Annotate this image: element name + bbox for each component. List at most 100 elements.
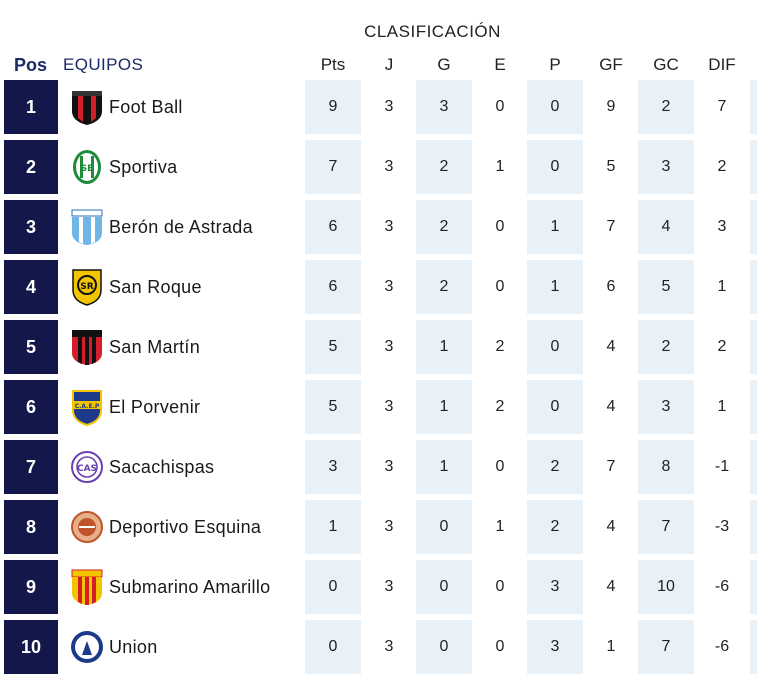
- pts-cell: 0: [305, 560, 361, 614]
- goals-for-cell: 1: [606, 638, 616, 655]
- team-name: Submarino Amarillo: [109, 576, 271, 597]
- lost-header: P: [549, 55, 561, 74]
- lost-cell: 0: [527, 380, 583, 434]
- won-cell: 3: [416, 80, 472, 134]
- pts-cell: 1: [305, 500, 361, 554]
- goals-for-header: GF: [599, 55, 623, 74]
- drawn-cell: 2: [495, 338, 505, 355]
- team-name: Berón de Astrada: [109, 216, 253, 237]
- team-cell: Union: [60, 620, 305, 674]
- goal-diff-cell: -6: [714, 638, 730, 655]
- won-cell: 1: [416, 380, 472, 434]
- goals-for-cell: 5: [606, 158, 616, 175]
- team-header: EQUIPOS: [63, 55, 144, 74]
- svg-text:C.A.E.P: C.A.E.P: [75, 403, 100, 410]
- pts-cell: 5: [305, 380, 361, 434]
- played-cell: 3: [384, 278, 394, 295]
- svg-text:SE: SE: [81, 164, 94, 174]
- position-cell: 4: [4, 260, 58, 314]
- won-header: G: [437, 55, 451, 74]
- goals-for-cell: 4: [606, 518, 616, 535]
- won-cell: 0: [416, 560, 472, 614]
- table-row: 7 CAS Sacachispas 3 3 1 0 2 7 8 -1: [0, 440, 757, 494]
- won-cell: 2: [416, 260, 472, 314]
- goal-diff-cell: 2: [717, 158, 727, 175]
- team-cell: Foot Ball: [60, 80, 305, 134]
- lost-cell: 1: [527, 200, 583, 254]
- union-crest-icon: [70, 628, 104, 666]
- goals-against-cell: 8: [638, 440, 694, 494]
- row-edge: [750, 140, 757, 194]
- table-row: 3 Berón de Astrada 6 3 2 0 1 7 4 3: [0, 200, 757, 254]
- row-edge: [750, 620, 757, 674]
- lost-cell: 2: [527, 500, 583, 554]
- drawn-header: E: [494, 55, 506, 74]
- team-name: San Martín: [109, 336, 201, 357]
- goals-against-header: GC: [653, 55, 679, 74]
- table-row: 4 SR San Roque 6 3 2 0 1 6 5 1: [0, 260, 757, 314]
- goals-for-cell: 9: [606, 98, 616, 115]
- goals-for-cell: 4: [606, 398, 616, 415]
- pts-cell: 6: [305, 200, 361, 254]
- position-cell: 7: [4, 440, 58, 494]
- won-cell: 2: [416, 140, 472, 194]
- goals-for-cell: 6: [606, 278, 616, 295]
- played-cell: 3: [384, 98, 394, 115]
- position-cell: 6: [4, 380, 58, 434]
- team-name: San Roque: [109, 276, 202, 297]
- lost-cell: 1: [527, 260, 583, 314]
- team-cell: C.A.E.P El Porvenir: [60, 380, 305, 434]
- team-name: Union: [109, 636, 158, 657]
- team-cell: Deportivo Esquina: [60, 500, 305, 554]
- deportivo-esquina-crest-icon: [70, 508, 104, 546]
- drawn-cell: 0: [495, 98, 505, 115]
- goal-diff-cell: 1: [717, 398, 727, 415]
- svg-text:SR: SR: [80, 282, 93, 292]
- played-cell: 3: [384, 158, 394, 175]
- sportiva-crest-icon: SE: [70, 148, 104, 186]
- svg-text:CAS: CAS: [77, 464, 97, 474]
- drawn-cell: 2: [495, 398, 505, 415]
- position-cell: 5: [4, 320, 58, 374]
- pts-header: Pts: [320, 55, 346, 74]
- played-cell: 3: [384, 458, 394, 475]
- played-cell: 3: [384, 518, 394, 535]
- team-cell: SE Sportiva: [60, 140, 305, 194]
- team-cell: CAS Sacachispas: [60, 440, 305, 494]
- table-row: 6 C.A.E.P El Porvenir 5 3 1 2 0 4 3 1: [0, 380, 757, 434]
- goals-for-cell: 4: [606, 338, 616, 355]
- played-cell: 3: [384, 638, 394, 655]
- goals-against-cell: 2: [638, 320, 694, 374]
- won-cell: 1: [416, 320, 472, 374]
- position-cell: 9: [4, 560, 58, 614]
- goal-diff-cell: 7: [717, 98, 727, 115]
- position-cell: 3: [4, 200, 58, 254]
- lost-cell: 2: [527, 440, 583, 494]
- goals-against-cell: 10: [638, 560, 694, 614]
- caption: CLASIFICACIÓN: [364, 22, 501, 41]
- lost-cell: 3: [527, 620, 583, 674]
- san-roque-crest-icon: SR: [70, 268, 104, 306]
- team-name: Deportivo Esquina: [109, 516, 262, 537]
- table-row: 5 San Martín 5 3 1 2 0 4 2 2: [0, 320, 757, 374]
- goals-against-cell: 7: [638, 620, 694, 674]
- goal-diff-cell: 2: [717, 338, 727, 355]
- pts-cell: 5: [305, 320, 361, 374]
- row-edge: [750, 380, 757, 434]
- pts-cell: 7: [305, 140, 361, 194]
- drawn-cell: 1: [495, 518, 505, 535]
- drawn-cell: 1: [495, 158, 505, 175]
- drawn-cell: 0: [495, 218, 505, 235]
- position-cell: 2: [4, 140, 58, 194]
- won-cell: 0: [416, 620, 472, 674]
- position-cell: 10: [4, 620, 58, 674]
- team-name: Sportiva: [109, 156, 178, 177]
- position-cell: 8: [4, 500, 58, 554]
- lost-cell: 0: [527, 80, 583, 134]
- submarino-amarillo-crest-icon: [70, 568, 104, 606]
- drawn-cell: 0: [495, 638, 505, 655]
- table-row: 8 Deportivo Esquina 1 3 0 1 2 4 7 -3: [0, 500, 757, 554]
- pts-cell: 6: [305, 260, 361, 314]
- pts-cell: 0: [305, 620, 361, 674]
- won-cell: 0: [416, 500, 472, 554]
